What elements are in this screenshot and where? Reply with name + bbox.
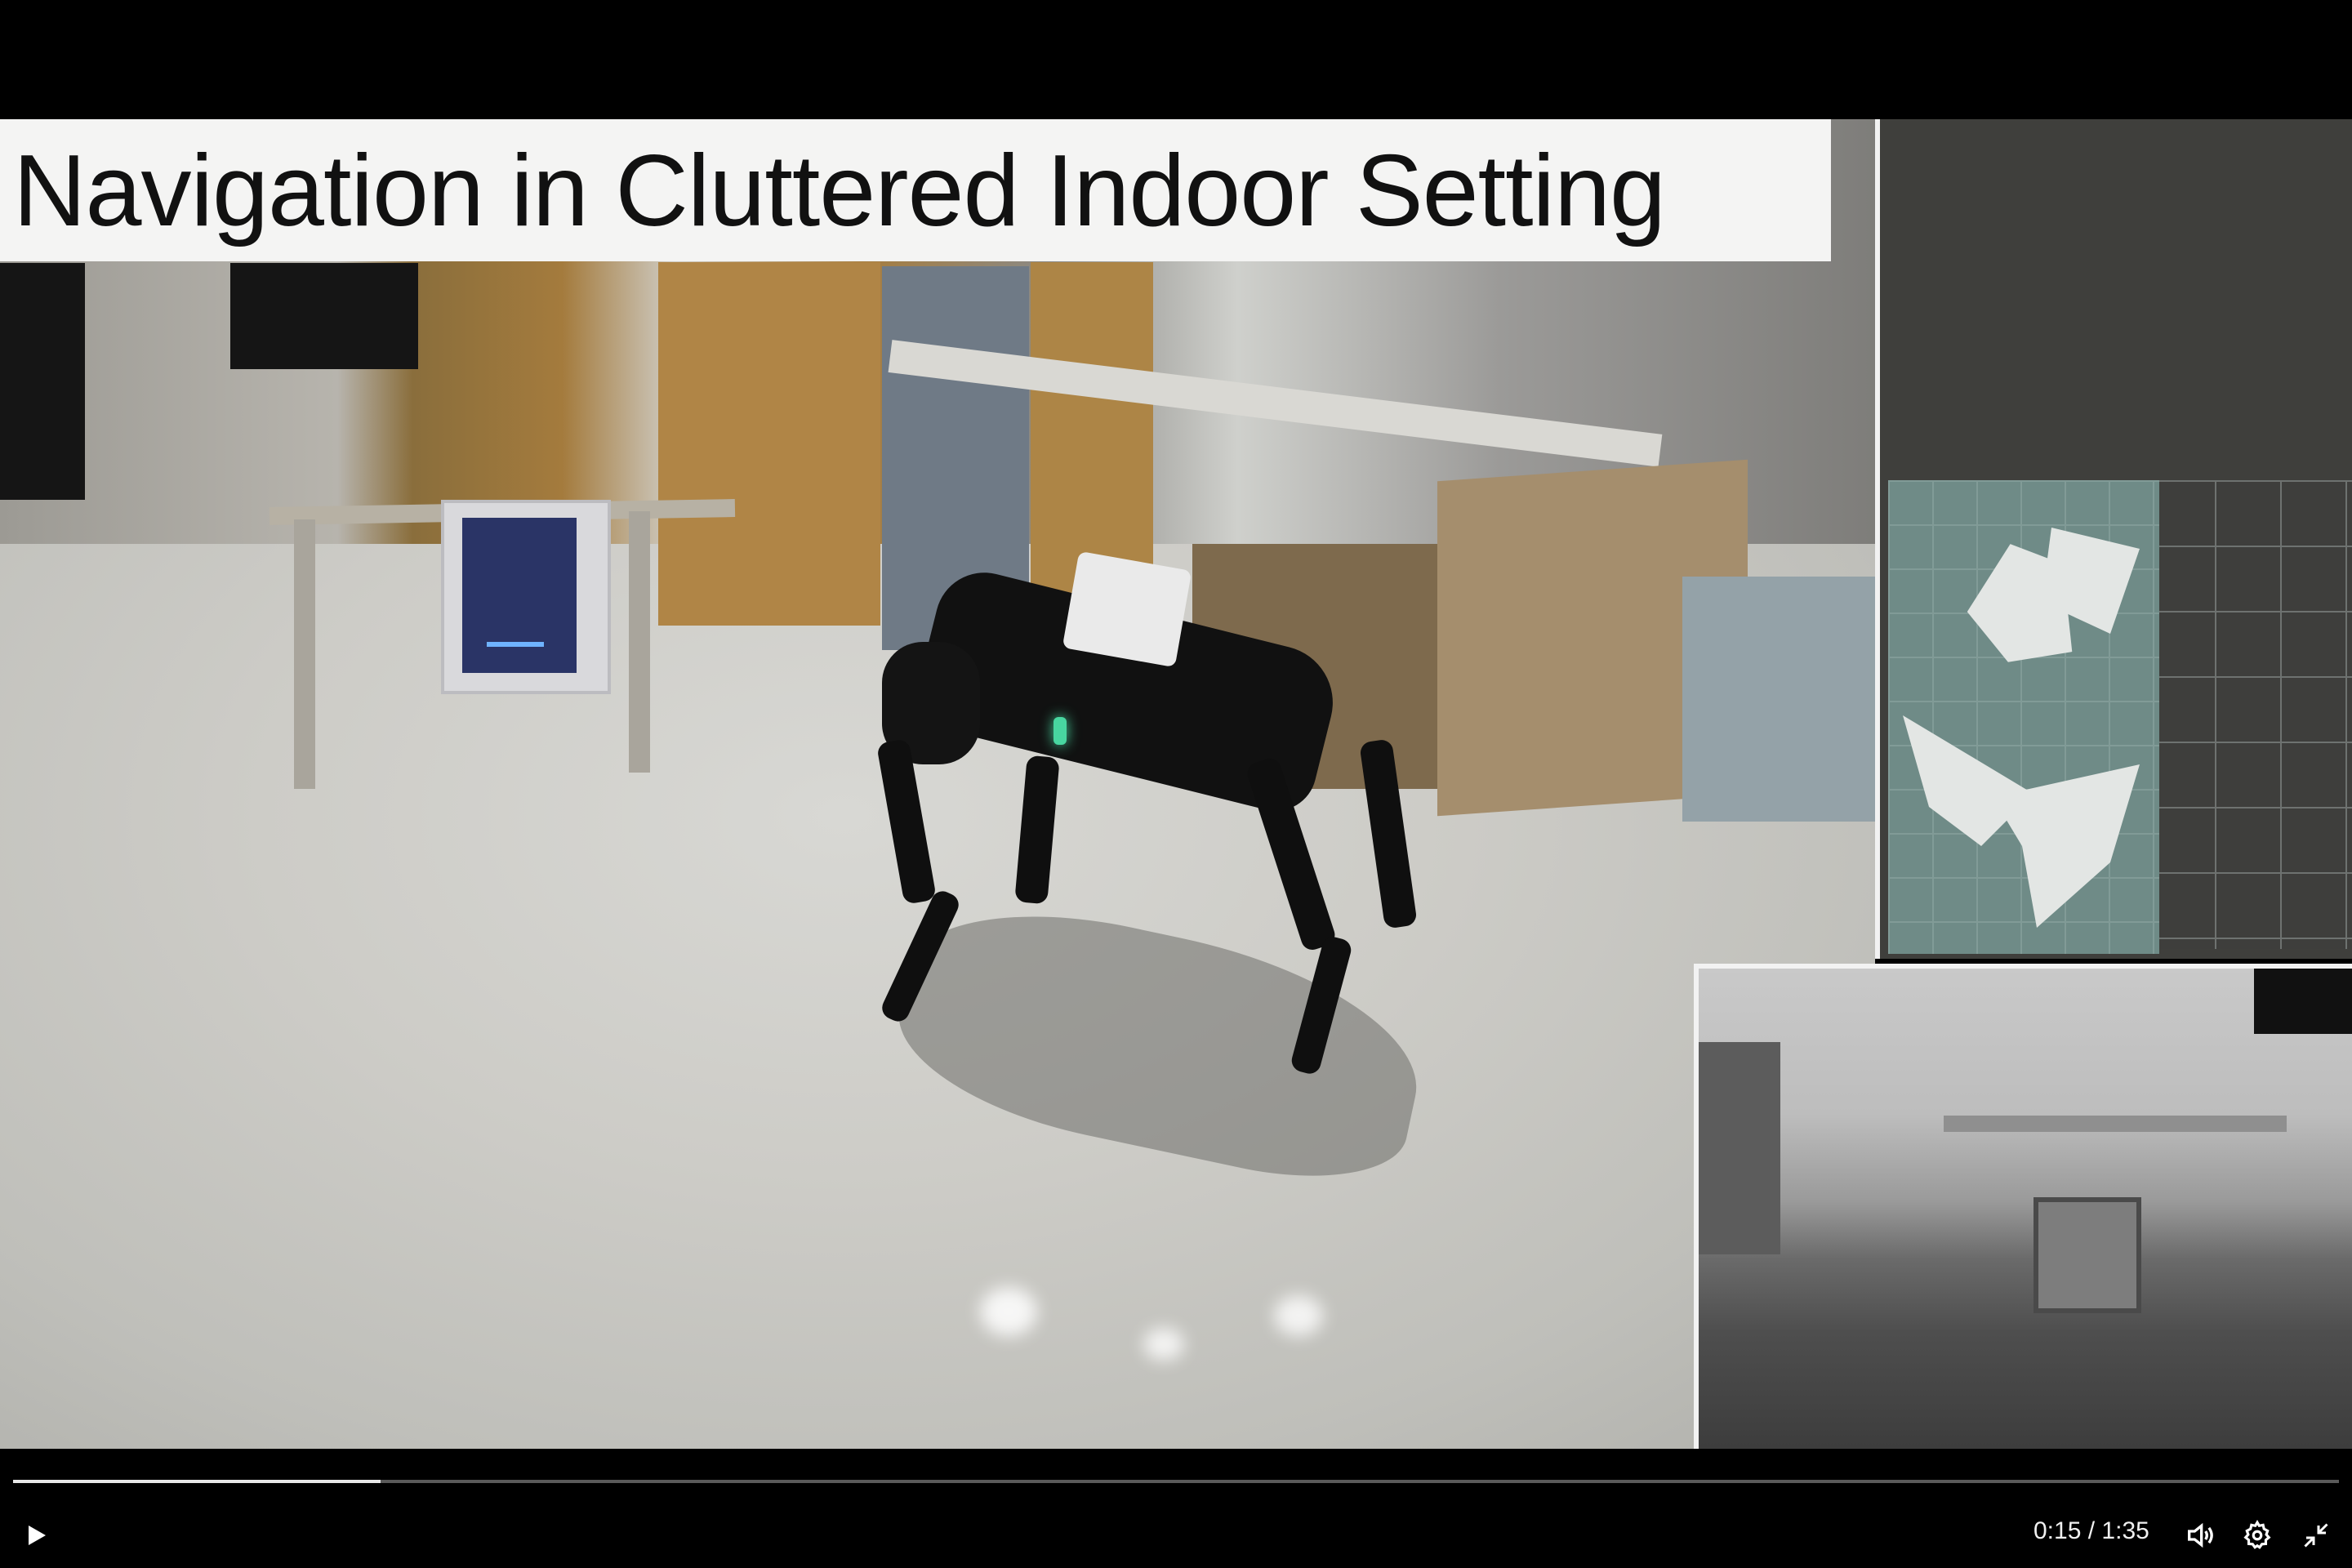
settings-button[interactable] bbox=[2233, 1511, 2282, 1560]
duration: 1:35 bbox=[2101, 1517, 2149, 1544]
time-display: 0:15 / 1:35 bbox=[2034, 1517, 2149, 1545]
gear-icon bbox=[2243, 1520, 2271, 1549]
seek-bar-progress bbox=[13, 1480, 381, 1483]
video-title-text: Navigation in Cluttered Indoor Setting bbox=[13, 135, 1666, 247]
current-time: 0:15 bbox=[2034, 1517, 2082, 1544]
player-controls: 0:15 / 1:35 bbox=[0, 1503, 2352, 1568]
title-overlay: Navigation in Cluttered Indoor Setting bbox=[0, 119, 1831, 261]
video-frame[interactable]: Navigation in Cluttered Indoor Setting bbox=[0, 119, 2352, 1449]
main-camera-view: Navigation in Cluttered Indoor Setting bbox=[0, 119, 1875, 1449]
seek-bar[interactable] bbox=[13, 1480, 2339, 1483]
depth-camera-view bbox=[1694, 964, 2352, 1449]
play-icon bbox=[29, 1526, 46, 1545]
time-separator: / bbox=[2087, 1517, 2096, 1544]
volume-icon bbox=[2188, 1522, 2213, 1548]
exit-fullscreen-icon bbox=[2304, 1523, 2328, 1548]
volume-button[interactable] bbox=[2176, 1511, 2225, 1560]
play-button[interactable] bbox=[11, 1511, 60, 1560]
exit-fullscreen-button[interactable] bbox=[2292, 1511, 2341, 1560]
